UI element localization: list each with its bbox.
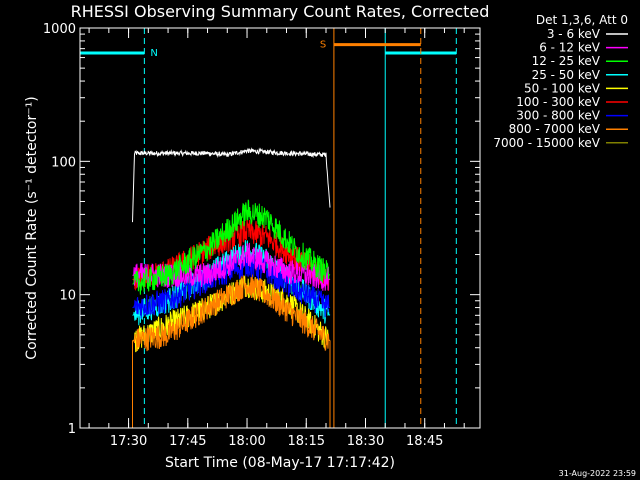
legend-entry-label: 3 - 6 keV [547, 27, 601, 41]
legend-entry-label: 25 - 50 keV [532, 68, 601, 82]
plot-frame [79, 27, 481, 429]
legend-entry-label: 12 - 25 keV [532, 54, 601, 68]
y-tick-label: 1 [68, 422, 76, 437]
y-axis-label: Corrected Count Rate (s⁻¹ detector⁻¹) [24, 96, 40, 359]
x-tick-label: 17:45 [169, 434, 206, 449]
flag-label: S [320, 40, 326, 51]
y-tick-label: 10 [59, 289, 76, 304]
flag-label: N [150, 48, 157, 59]
x-tick-label: 18:00 [228, 434, 265, 449]
legend-entry-label: 50 - 100 keV [524, 81, 601, 95]
y-tick-label: 100 [51, 155, 76, 170]
series-line-2 [132, 199, 331, 295]
legend-entry-label: 6 - 12 keV [539, 41, 601, 55]
legend-entry-label: 7000 - 15000 keV [493, 136, 600, 150]
legend-title: Det 1,3,6, Att 0 [536, 13, 628, 27]
legend-entry-label: 300 - 800 keV [516, 109, 600, 123]
y-tick-label: 1000 [43, 22, 76, 37]
x-tick-label: 18:30 [347, 434, 384, 449]
timestamp: 31-Aug-2022 23:59 [559, 469, 636, 478]
x-tick-label: 17:30 [110, 434, 147, 449]
series-line-0 [132, 147, 331, 223]
series-line-7 [132, 274, 331, 428]
legend-entry-label: 100 - 300 keV [516, 95, 600, 109]
series-line-6 [132, 251, 331, 319]
legend-entry-label: 800 - 7000 keV [509, 122, 601, 136]
x-tick-label: 18:15 [288, 434, 325, 449]
x-tick-label: 18:45 [406, 434, 443, 449]
x-axis-label: Start Time (08-May-17 17:17:42) [165, 455, 395, 471]
chart-title: RHESSI Observing Summary Count Rates, Co… [71, 2, 490, 21]
